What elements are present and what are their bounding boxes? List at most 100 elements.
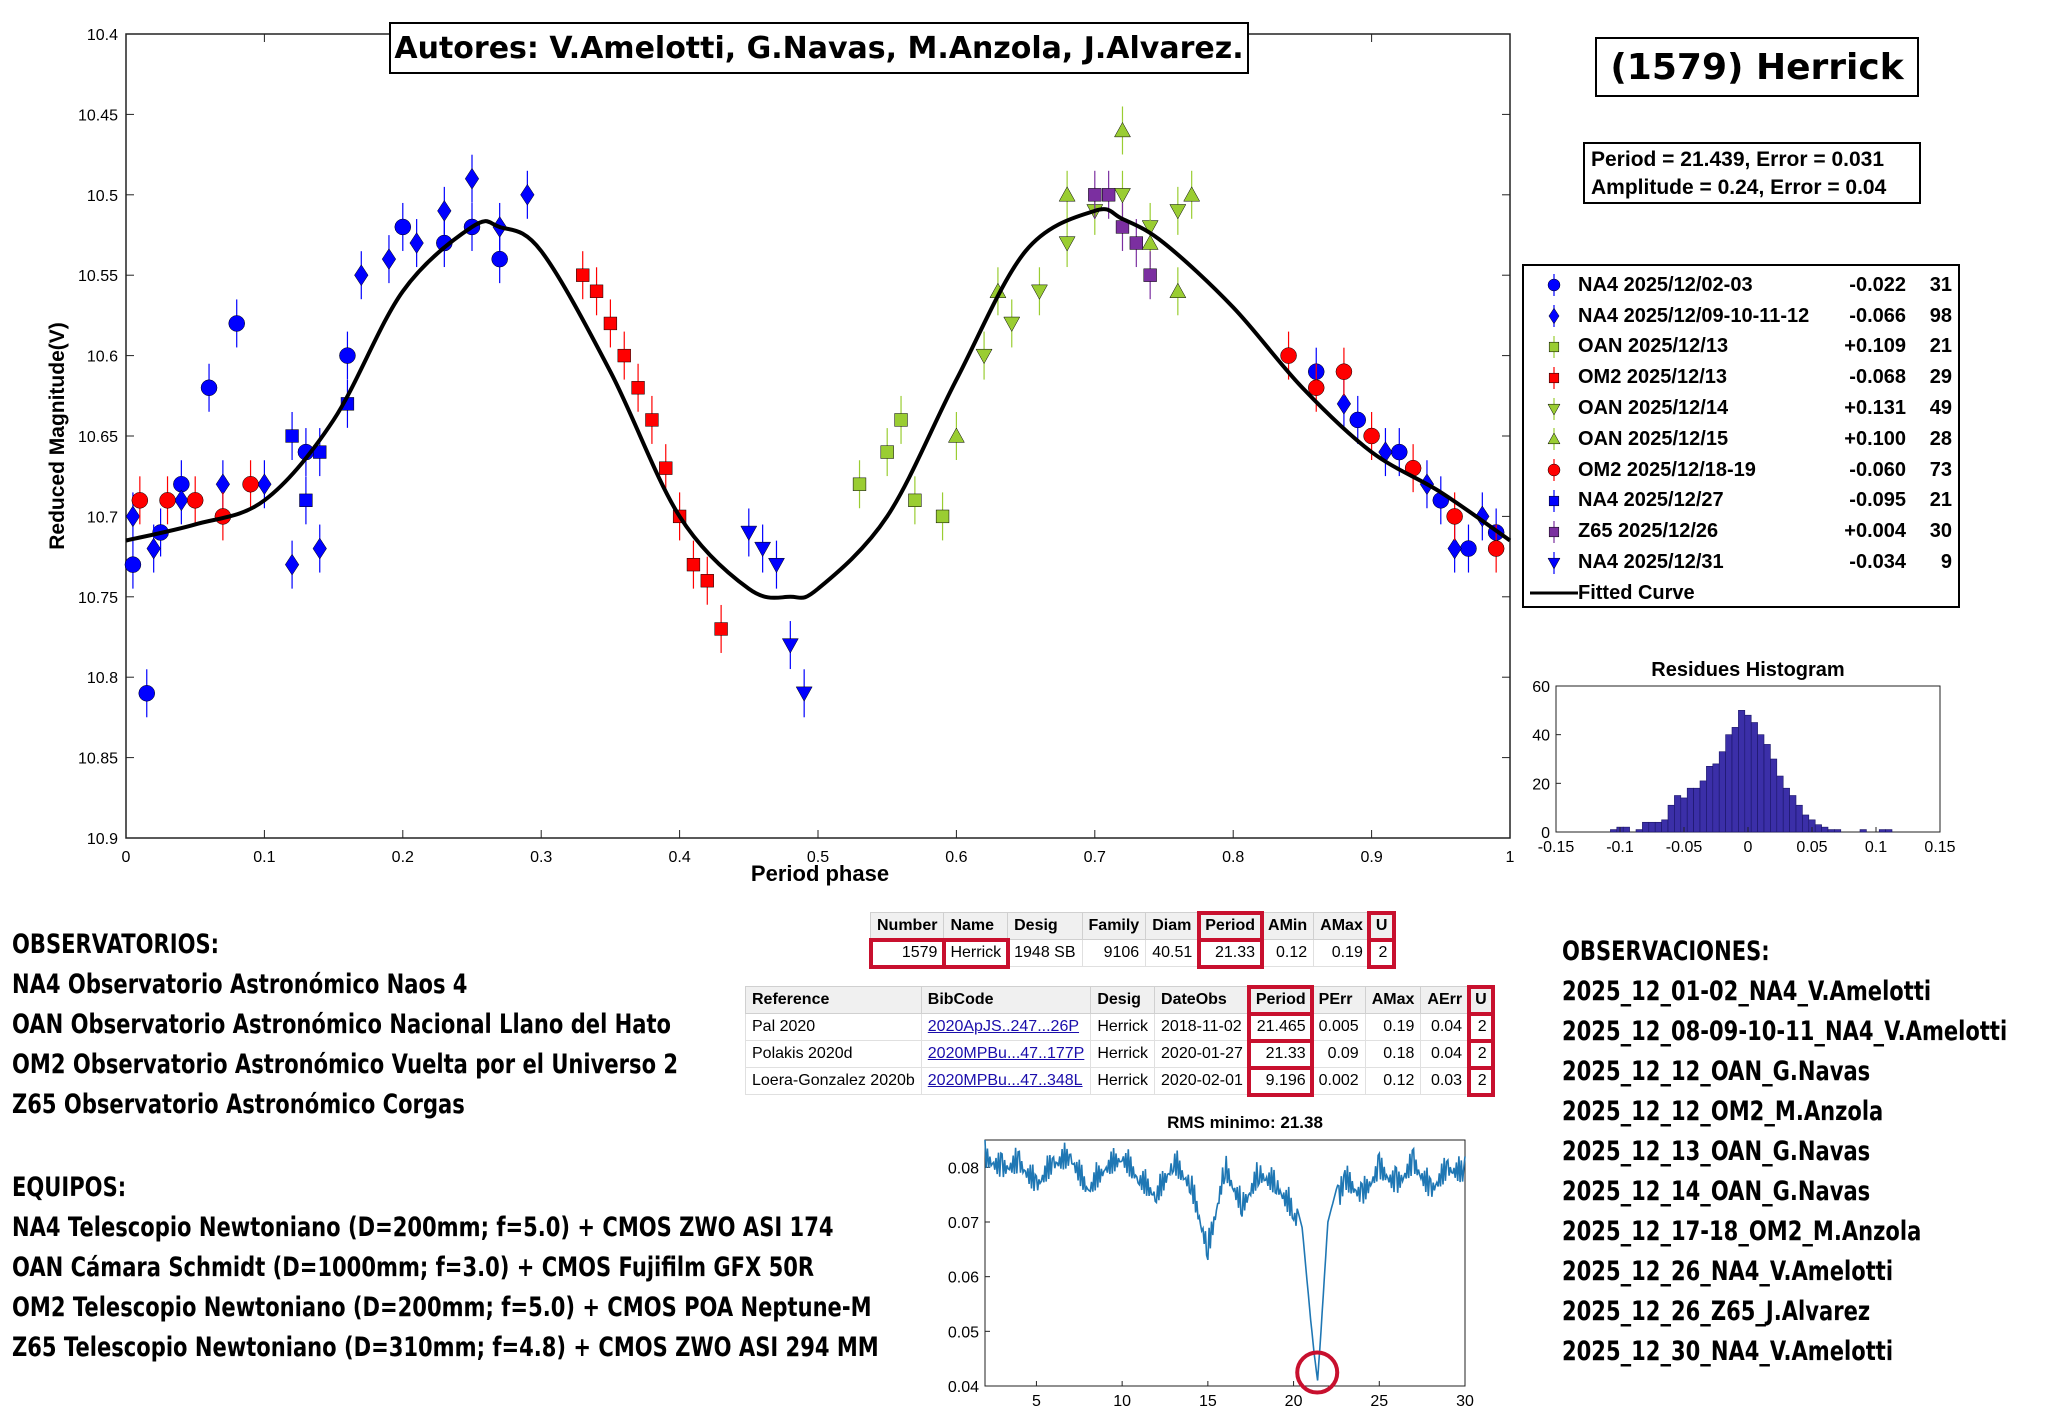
- lcdb-header-cell: Number: [869, 912, 945, 940]
- minimum-marker: [1295, 1350, 1340, 1395]
- bibcode-link[interactable]: 2020MPBu...47..348L: [920, 1067, 1092, 1095]
- histogram-bar: [1674, 795, 1682, 833]
- legend-name: OAN 2025/12/13: [1578, 335, 1729, 358]
- legend-marker: [1548, 372, 1560, 383]
- data-point: [589, 284, 604, 298]
- legend-offset: -0.060: [1849, 458, 1906, 481]
- lcdb-cell: Herrick: [941, 937, 1010, 969]
- observaciones-line: 2025_12_17-18_OM2_M.Anzola: [1562, 1216, 1922, 1247]
- histogram-bar: [1648, 821, 1656, 833]
- legend-name: OM2 2025/12/13: [1578, 366, 1727, 389]
- data-point: [617, 348, 631, 363]
- histogram-bar: [1795, 804, 1803, 833]
- x-tick-label: 0.5: [807, 849, 829, 866]
- lcdb-cell: 21.33: [1196, 937, 1264, 969]
- observaciones-heading: OBSERVACIONES:: [1562, 936, 1770, 967]
- legend-item: OM2 2025/12/18-19 -0.060 73: [1530, 455, 1952, 486]
- data-point: [880, 445, 894, 459]
- x-tick-label: 0.9: [1360, 849, 1382, 866]
- refs-cell: 0.04: [1420, 1013, 1470, 1041]
- data-point: [947, 427, 965, 443]
- hist-x-tick-label: 0.15: [1924, 839, 1955, 856]
- histogram-bar: [1802, 814, 1810, 833]
- table-row: Polakis 2020d 2020MPBu...47..177P Herrick 2…: [745, 1038, 1496, 1070]
- refs-cell: 21.33: [1247, 1038, 1315, 1070]
- observaciones-line: 2025_12_01-02_NA4_V.Amelotti: [1562, 976, 1932, 1007]
- legend-name: OAN 2025/12/15: [1578, 427, 1729, 450]
- equipos-block: EQUIPOS: NA4 Telescopio Newtoniano (D=200…: [12, 1168, 1123, 1368]
- chart-title: (1579) Herrick: [1610, 46, 1904, 88]
- y-tick-label: 10.6: [87, 349, 118, 366]
- legend-marker-icon: [1548, 335, 1560, 358]
- observatorios-block: OBSERVATORIOS: NA4 Observatorio Astronómi…: [12, 925, 866, 1125]
- histogram-bar: [1859, 829, 1867, 833]
- legend-item: OAN 2025/12/14 +0.131 49: [1530, 393, 1952, 424]
- authors-text: Autores: V.Amelotti, G.Navas, M.Anzola, …: [394, 30, 1244, 66]
- data-point: [1363, 427, 1380, 445]
- observaciones-line: 2025_12_12_OM2_M.Anzola: [1562, 1096, 1884, 1127]
- observatorios-heading: OBSERVATORIOS:: [12, 929, 220, 960]
- data-point: [1391, 443, 1408, 461]
- legend: NA4 2025/12/02-03 -0.022 31 NA4 2025/12/09-…: [1522, 264, 1960, 608]
- refs-cell: Herrick: [1090, 1040, 1156, 1068]
- observaciones-line: 2025_12_12_OAN_G.Navas: [1562, 1056, 1871, 1087]
- refs-cell: 0.002: [1311, 1067, 1366, 1095]
- observaciones-line: 2025_12_14_OAN_G.Navas: [1562, 1176, 1871, 1207]
- legend-count: 49: [1929, 397, 1952, 420]
- histogram-bar: [1814, 824, 1822, 833]
- observatorios-line: OAN Observatorio Astronómico Nacional Ll…: [12, 1009, 672, 1040]
- pg-x-tick-label: 15: [1199, 1393, 1217, 1410]
- legend-count: 21: [1929, 335, 1952, 358]
- legend-marker-icon: [1547, 397, 1561, 420]
- y-tick-label: 10.85: [78, 751, 118, 768]
- histogram-bar: [1878, 829, 1886, 833]
- x-tick-label: 0.1: [253, 849, 275, 866]
- data-point: [1460, 540, 1477, 557]
- rms-periodogram: RMS minimo: 21.38 5 10 15 20 25 30 0.04 0.05 0.0…: [948, 1113, 1474, 1410]
- data-point: [631, 381, 645, 395]
- data-point: [1183, 186, 1201, 202]
- refs-cell: 2020-01-27: [1154, 1040, 1250, 1068]
- legend-name: NA4 2025/12/31: [1578, 551, 1724, 574]
- periodogram-title: RMS minimo: 21.38: [1167, 1113, 1323, 1132]
- histogram-bar: [1680, 797, 1688, 833]
- lcdb-header-cell: Desig: [1007, 912, 1083, 940]
- x-tick-label: 0.8: [1222, 849, 1244, 866]
- refs-header-cell: AErr: [1420, 986, 1470, 1014]
- hist-x-tick-label: -0.1: [1606, 839, 1634, 856]
- legend-marker-icon: [1548, 305, 1560, 328]
- pg-x-tick-label: 10: [1113, 1393, 1131, 1410]
- table-row: Loera-Gonzalez 2020b 2020MPBu...47..348L H…: [745, 1065, 1496, 1097]
- legend-marker-icon: [1548, 520, 1560, 543]
- data-point: [1446, 508, 1463, 525]
- observaciones-line: 2025_12_08-09-10-11_NA4_V.Amelotti: [1562, 1016, 2008, 1047]
- data-point: [200, 379, 218, 397]
- legend-name: OM2 2025/12/18-19: [1578, 458, 1756, 481]
- refs-cell: 21.465: [1247, 1011, 1315, 1043]
- histogram-bar: [1782, 787, 1790, 833]
- pg-x-tick-label: 20: [1285, 1393, 1303, 1410]
- data-point: [257, 473, 272, 496]
- bibcode-link[interactable]: 2020MPBu...47..177P: [920, 1040, 1092, 1068]
- data-point: [1003, 316, 1021, 332]
- histogram-bar: [1706, 766, 1714, 833]
- hist-y-tick-label: 0: [1541, 825, 1550, 842]
- data-point: [975, 348, 993, 365]
- legend-offset: -0.022: [1849, 273, 1906, 296]
- bibcode-link[interactable]: 2020ApJS..247...26P: [920, 1013, 1092, 1041]
- legend-offset: +0.109: [1844, 335, 1906, 358]
- pg-y-tick-label: 0.07: [948, 1215, 979, 1232]
- pg-x-tick-label: 30: [1456, 1393, 1474, 1410]
- data-point: [1169, 282, 1187, 298]
- table-row: Pal 2020 2020ApJS..247...26P Herrick 2018-1…: [745, 1011, 1496, 1043]
- histogram-bar: [1738, 710, 1746, 833]
- legend-marker: [1547, 279, 1561, 292]
- data-point: [714, 622, 728, 636]
- histogram-bar: [1622, 826, 1630, 833]
- refs-cell: Pal 2020: [745, 1013, 922, 1041]
- plot-area: [125, 33, 1511, 839]
- x-tick-label: 0.4: [668, 849, 690, 866]
- data-point: [491, 250, 508, 268]
- legend-item: Fitted Curve: [1530, 578, 1952, 609]
- chart-title-box: (1579) Herrick: [1595, 37, 1919, 97]
